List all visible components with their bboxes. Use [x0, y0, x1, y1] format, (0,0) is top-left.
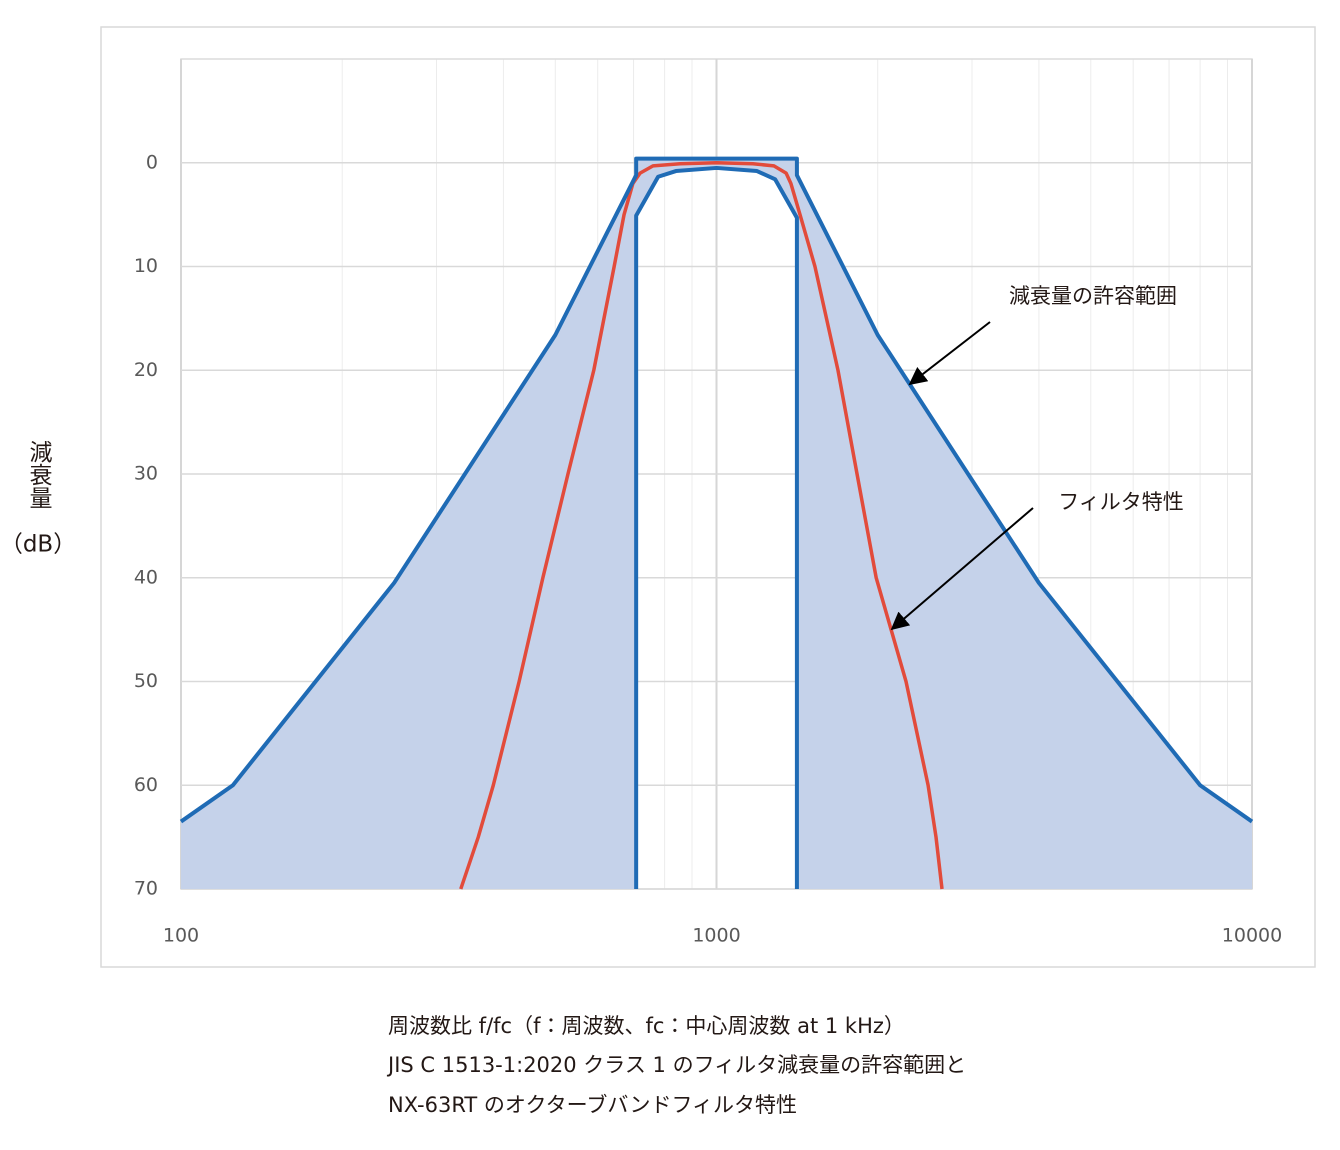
y-tick-label: 50 [134, 670, 158, 692]
series-line [634, 165, 799, 889]
y-tick-label: 0 [146, 151, 158, 173]
y-tick-label: 30 [134, 463, 158, 485]
annotation-arrow [890, 507, 1034, 631]
caption-line: 周波数比 f/fc（f：周波数、fc：中心周波数 at 1 kHz） [388, 1014, 905, 1038]
y-tick-label: 20 [134, 359, 158, 381]
x-tick-label: 1000 [692, 925, 740, 947]
series-line [179, 156, 1254, 824]
caption-line: JIS C 1513-1:2020 クラス 1 のフィルタ減衰量の許容範囲と [386, 1053, 966, 1077]
y-tick-label: 40 [134, 566, 158, 588]
caption-line: NX-63RT のオクターブバンドフィルタ特性 [388, 1093, 797, 1117]
x-tick-label: 10000 [1222, 925, 1282, 947]
plot: 0 10 20 30 40 50 60 70 100 1000 10000 [134, 58, 1282, 947]
annotation-arrow [908, 321, 991, 386]
x-tick-label: 100 [163, 925, 199, 947]
annotation: 減衰量の許容範囲 [1009, 284, 1177, 308]
y-tick-label: 10 [134, 255, 158, 277]
y-tick-label: 70 [134, 878, 158, 900]
y-axis-unit: （dB） [0, 532, 76, 558]
series-line [459, 161, 944, 890]
tolerance-fill [181, 158, 1252, 890]
y-tick-label: 60 [134, 774, 158, 796]
y-axis-label: 減衰量 [25, 440, 53, 509]
annotation: フィルタ特性 [1058, 490, 1184, 514]
